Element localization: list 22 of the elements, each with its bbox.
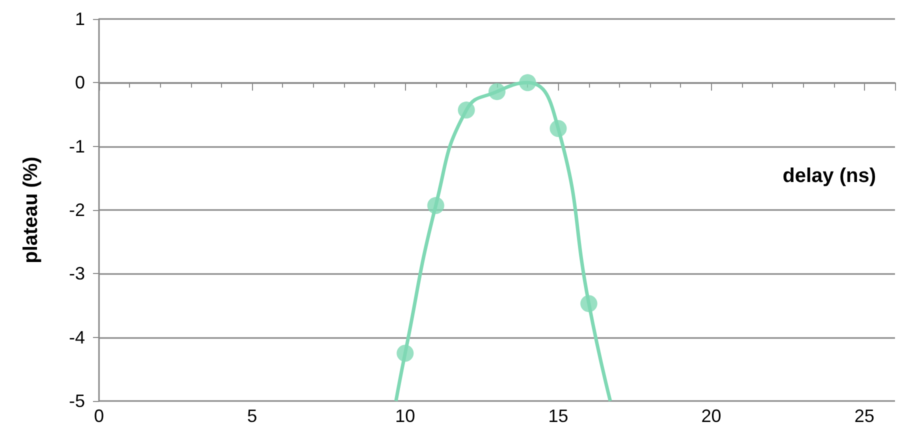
y-tick-label: 1 (74, 9, 85, 29)
point (488, 83, 506, 100)
point (396, 344, 414, 362)
point (550, 120, 567, 137)
y-tick-label: -5 (68, 391, 85, 411)
x-tick-label: 15 (548, 406, 568, 425)
y-tick-label: -4 (68, 327, 85, 348)
x-tick-label: 0 (94, 406, 104, 425)
x-tick-label: 25 (854, 406, 874, 425)
point (580, 295, 598, 312)
y-axis-title: plateau (%) (20, 156, 42, 264)
point (427, 197, 444, 214)
x-axis-title: delay (ns) (782, 165, 876, 187)
x-tick-label: 5 (247, 406, 258, 425)
y-tick-label: 0 (74, 72, 85, 93)
y-tick-label: -3 (68, 264, 85, 284)
point (458, 102, 475, 119)
point (519, 74, 536, 92)
y-tick-label: -2 (68, 200, 85, 220)
x-tick-label: 10 (395, 406, 416, 425)
y-tick-label: -1 (68, 136, 85, 156)
x-tick-label: 20 (701, 406, 722, 425)
